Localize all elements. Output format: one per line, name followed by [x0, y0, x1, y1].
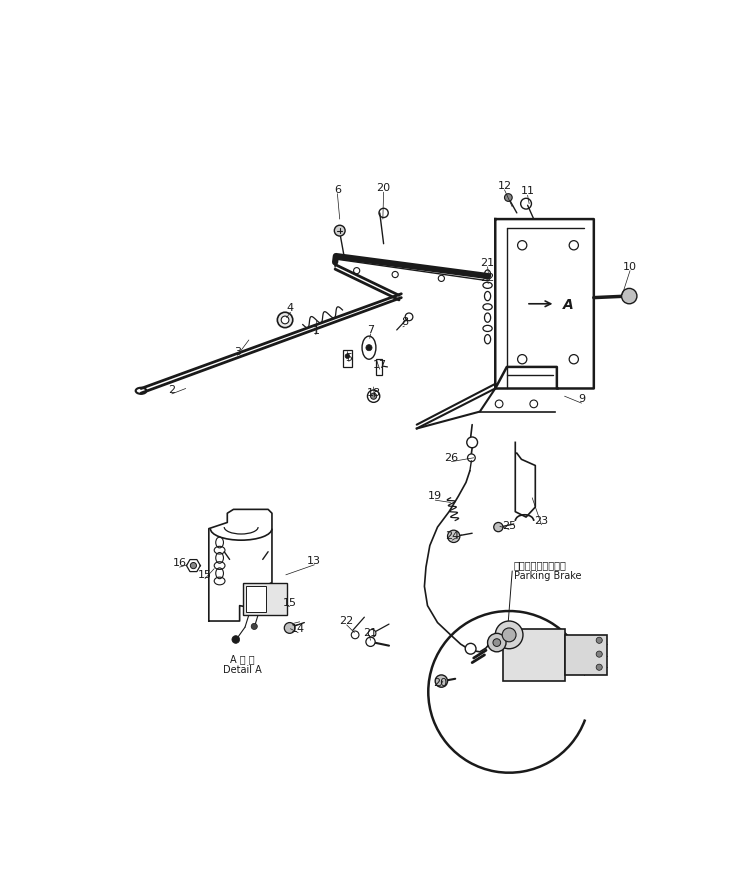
- Text: 24: 24: [445, 532, 459, 541]
- Text: A: A: [563, 299, 574, 313]
- Text: 23: 23: [534, 516, 548, 526]
- Text: 26: 26: [444, 453, 458, 463]
- Text: 4: 4: [287, 303, 294, 314]
- Circle shape: [232, 636, 240, 643]
- Text: 25: 25: [502, 520, 516, 531]
- Circle shape: [278, 312, 292, 328]
- Circle shape: [435, 675, 448, 688]
- Circle shape: [251, 624, 257, 630]
- Circle shape: [368, 630, 376, 637]
- Text: 8: 8: [401, 317, 408, 328]
- Circle shape: [596, 664, 603, 670]
- Circle shape: [596, 651, 603, 657]
- Text: 12: 12: [498, 181, 512, 191]
- Text: 20: 20: [433, 678, 447, 688]
- Bar: [565, 635, 607, 675]
- Circle shape: [493, 639, 501, 646]
- Text: 1: 1: [312, 326, 319, 336]
- Text: パーキングブレーキ: パーキングブレーキ: [514, 561, 567, 570]
- Text: 21: 21: [481, 258, 495, 268]
- Circle shape: [621, 288, 637, 304]
- Text: 14: 14: [291, 624, 305, 633]
- Circle shape: [190, 562, 196, 569]
- Circle shape: [371, 393, 376, 399]
- Bar: [343, 350, 352, 367]
- Circle shape: [351, 631, 359, 639]
- Circle shape: [353, 267, 360, 273]
- Text: 3: 3: [234, 347, 241, 357]
- Ellipse shape: [135, 388, 147, 394]
- Circle shape: [366, 637, 375, 646]
- Circle shape: [467, 454, 475, 462]
- Text: 21: 21: [362, 628, 376, 639]
- Circle shape: [502, 628, 516, 642]
- Bar: [376, 359, 382, 375]
- Text: 18: 18: [368, 388, 382, 398]
- Circle shape: [596, 637, 603, 643]
- Circle shape: [368, 390, 379, 402]
- Circle shape: [366, 344, 372, 350]
- Circle shape: [504, 194, 512, 201]
- Text: 19: 19: [428, 491, 442, 501]
- Text: 7: 7: [367, 325, 374, 335]
- Text: 6: 6: [334, 185, 341, 194]
- Text: 15: 15: [283, 597, 297, 608]
- Circle shape: [284, 623, 295, 633]
- Text: Parking Brake: Parking Brake: [514, 571, 581, 582]
- Circle shape: [334, 225, 345, 236]
- Bar: [243, 583, 287, 615]
- Ellipse shape: [362, 336, 376, 359]
- Circle shape: [496, 621, 523, 649]
- Text: 20: 20: [376, 183, 391, 194]
- Text: 22: 22: [481, 273, 495, 283]
- Text: 5: 5: [345, 353, 353, 363]
- Circle shape: [281, 316, 289, 324]
- Text: Detail A: Detail A: [223, 665, 262, 675]
- Circle shape: [438, 275, 444, 281]
- Text: 2: 2: [168, 385, 176, 395]
- Bar: [503, 629, 565, 681]
- Text: 13: 13: [307, 556, 321, 566]
- Circle shape: [466, 437, 478, 448]
- Circle shape: [494, 522, 503, 532]
- Text: 11: 11: [521, 187, 535, 196]
- Circle shape: [487, 633, 506, 652]
- Circle shape: [465, 643, 476, 654]
- Text: 22: 22: [339, 616, 354, 626]
- Circle shape: [448, 530, 460, 542]
- Circle shape: [345, 354, 350, 358]
- Text: 16: 16: [173, 558, 187, 569]
- Text: 10: 10: [623, 262, 637, 272]
- Text: 9: 9: [578, 394, 585, 404]
- Circle shape: [392, 272, 398, 278]
- Text: A 詳 細: A 詳 細: [231, 654, 255, 665]
- Bar: [246, 585, 266, 611]
- Text: 17: 17: [373, 360, 387, 371]
- Text: 15: 15: [198, 569, 212, 580]
